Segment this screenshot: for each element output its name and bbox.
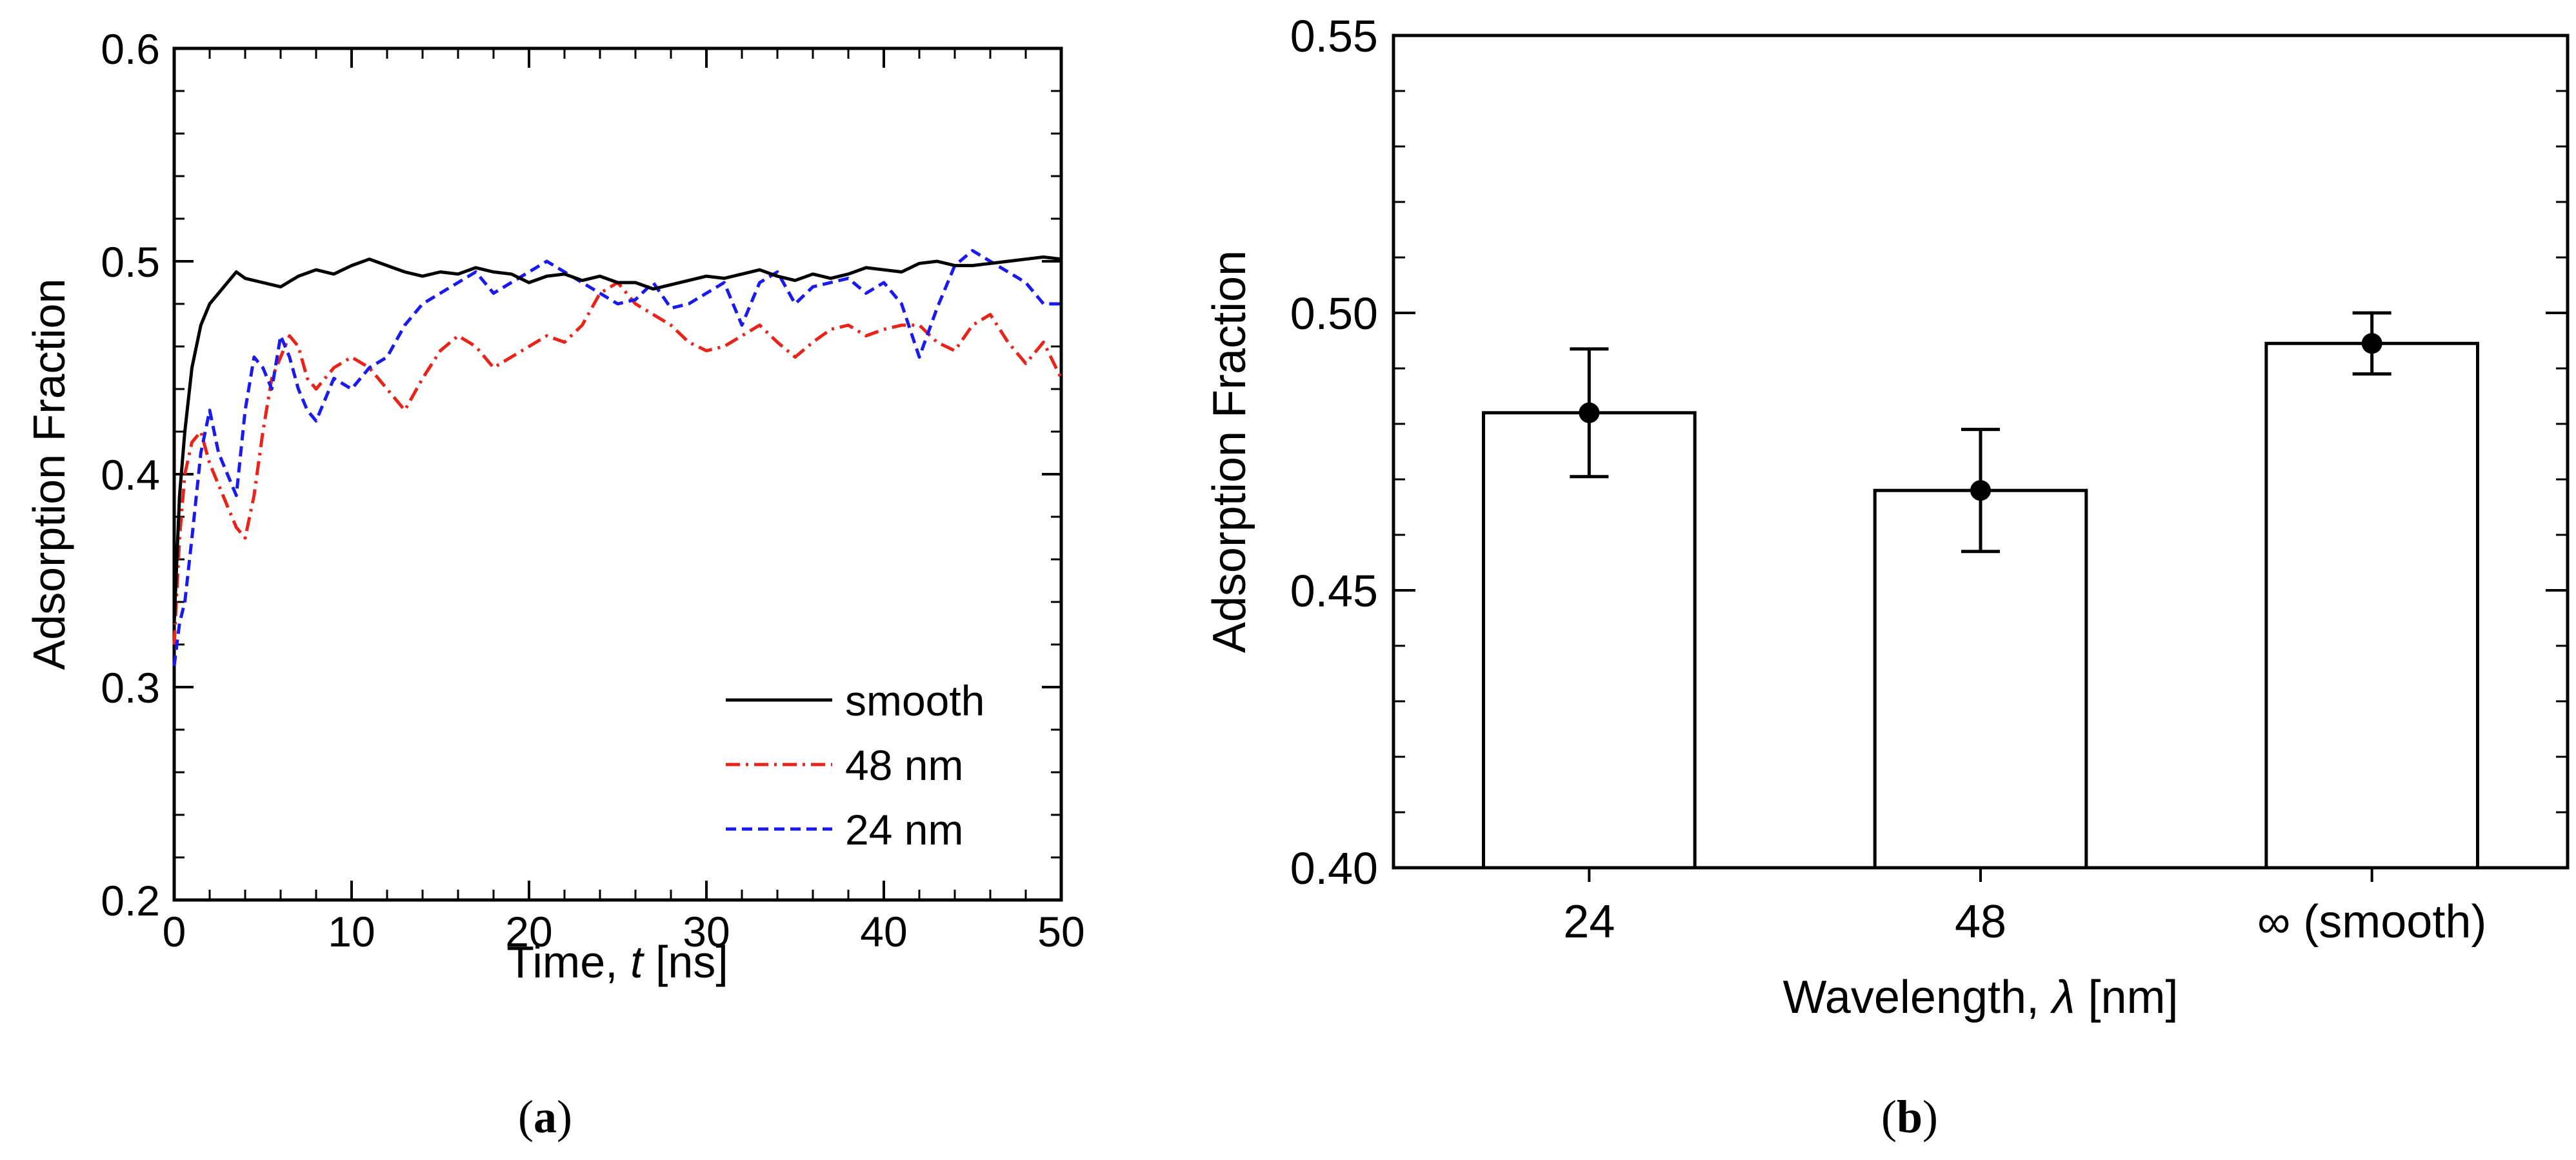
panel-b-caption: (b): [1881, 1091, 1938, 1143]
panel-b-bar-chart: 0.40 0.45 0.50 0.55 24 48 ∞ (smooth) Waveleng…: [1204, 11, 2570, 1143]
y-tick-label: 0.50: [1290, 288, 1378, 339]
series-line-smooth: [172, 255, 1062, 624]
x-tick-label: 50: [1037, 908, 1084, 955]
x-tick-label: 24: [1563, 896, 1615, 948]
mean-marker: [1970, 480, 1991, 501]
y-tick-label: 0.55: [1290, 11, 1378, 61]
panel-b-y-axis-label: Adsorption Fraction: [1204, 250, 1255, 653]
x-tick-label: 0: [163, 908, 186, 955]
y-tick-label: 0.45: [1290, 566, 1378, 616]
legend-label: 48 nm: [845, 741, 963, 789]
bar: [1873, 488, 2088, 870]
panel-b-y-tick-labels: 0.40 0.45 0.50 0.55: [1290, 11, 1378, 894]
panel-b-x-tick-labels: 24 48 ∞ (smooth): [1563, 896, 2486, 948]
panel-a-y-tick-labels: 0.2 0.3 0.4 0.5 0.6: [101, 25, 160, 925]
bar: [1482, 411, 1697, 870]
y-tick-label: 0.6: [101, 25, 160, 73]
series-line-48-nm: [172, 281, 1063, 645]
series-line-24-nm: [172, 249, 1061, 666]
panel-b-ticks: [1393, 34, 2568, 882]
panel-a-ticks: [173, 47, 1063, 901]
panel-a-x-axis-label: Time, t [ns]: [506, 937, 728, 987]
panel-a-y-axis-label: Adsorption Fraction: [24, 279, 74, 670]
y-tick-label: 0.2: [101, 877, 160, 925]
x-tick-label: 30: [683, 908, 730, 955]
panel-a-caption: (a): [518, 1091, 572, 1143]
y-tick-label: 0.5: [101, 238, 160, 286]
y-tick-label: 0.40: [1290, 843, 1378, 894]
x-tick-label: 48: [1955, 896, 2006, 948]
x-tick-label: 10: [328, 908, 375, 955]
x-tick-label: 20: [505, 908, 552, 955]
y-tick-label: 0.4: [101, 451, 160, 499]
panel-a-x-tick-labels: 0 10 20 30 40 50: [163, 908, 1085, 955]
panel-a-series: [172, 249, 1063, 666]
panel-a-legend: smooth 48 nm 24 nm: [726, 677, 984, 854]
mean-marker: [1579, 402, 1600, 423]
x-tick-label: 40: [860, 908, 907, 955]
legend-label: smooth: [845, 677, 984, 725]
x-tick-label: ∞ (smooth): [2257, 896, 2486, 948]
y-tick-label: 0.3: [101, 664, 160, 712]
panel-b-x-axis-label: Wavelength, λ [nm]: [1782, 972, 2178, 1023]
legend-label: 24 nm: [845, 806, 963, 854]
mean-marker: [2361, 333, 2382, 354]
panel-b-bars: [1482, 311, 2479, 870]
bar: [2264, 341, 2479, 870]
panel-a-line-chart: 0 10 20 30 40 50 0.2 0.3 0.4 0.5 0.6 smooth 48 nm 2…: [24, 25, 1085, 1143]
